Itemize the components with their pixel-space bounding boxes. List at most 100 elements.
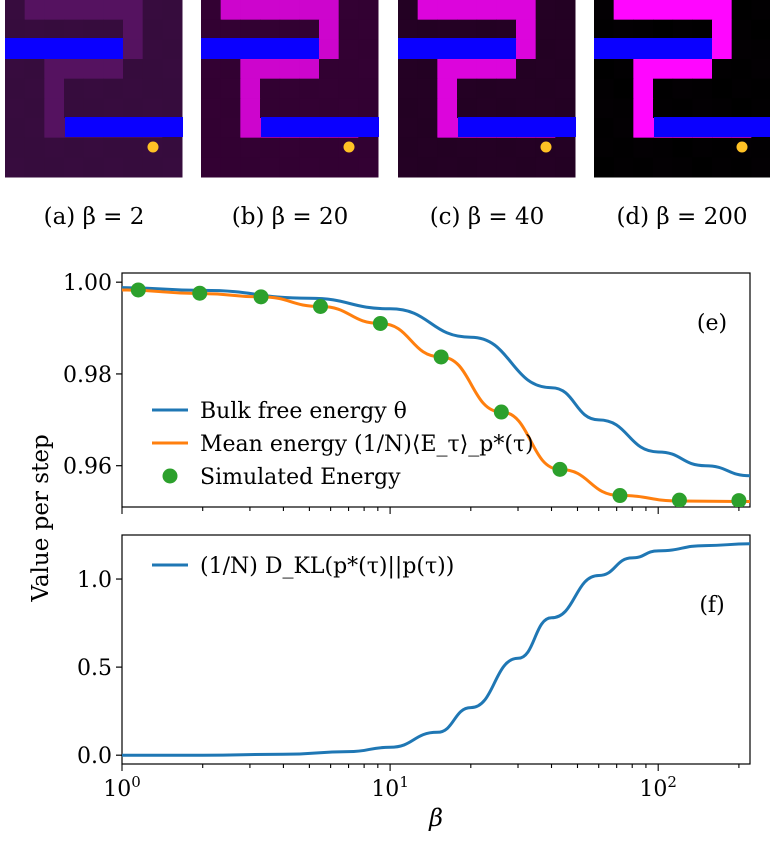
heatmap-cell [142, 19, 163, 40]
heatmap-cell [613, 78, 634, 99]
heatmap-cell [555, 98, 576, 119]
heatmap-cell [731, 157, 752, 178]
heatmap-cell [516, 157, 537, 178]
heatmap-cell [457, 157, 478, 178]
heatmap-cell [476, 157, 497, 178]
heatmap-cell [240, 19, 261, 40]
heatmap-cell [279, 59, 300, 80]
heatmap-cell [476, 137, 497, 158]
data-point [253, 289, 269, 305]
y-tick-label: 0.98 [63, 363, 112, 388]
heatmap-cell [201, 78, 222, 99]
heatmap-cell [162, 78, 183, 99]
heatmap-cell [457, 78, 478, 99]
heatmap-cell [594, 157, 615, 178]
heatmap-cell [437, 0, 458, 21]
data-point [130, 282, 146, 298]
heatmap-cell [633, 0, 654, 21]
panel-e-plot [122, 282, 750, 507]
heatmap-cell [44, 19, 65, 40]
y-tick-label: 1.0 [77, 568, 112, 593]
heatmap-cell [751, 78, 770, 99]
y-tick-label: 0.96 [63, 455, 112, 480]
heatmap-cell [751, 59, 770, 80]
heatmap-cell [672, 0, 693, 21]
wall-bar [594, 38, 712, 59]
heatmap-cell [358, 78, 379, 99]
y-tick-label: 0.0 [77, 744, 112, 769]
heatmap-cell [260, 157, 281, 178]
data-point [372, 315, 388, 331]
heatmap-cell [437, 157, 458, 178]
heatmap-cell [555, 0, 576, 21]
data-point [493, 404, 509, 420]
heatmap-cell [535, 78, 556, 99]
heatmap-cell [398, 98, 419, 119]
heatmap-cell [633, 157, 654, 178]
heatmap-cell [417, 118, 438, 139]
heatmap-cell [220, 59, 241, 80]
heatmap-cell [24, 137, 45, 158]
heatmap-cell [496, 0, 517, 21]
heatmap-cell [496, 19, 517, 40]
heatmap-cell [751, 0, 770, 21]
heatmap-cell [64, 98, 85, 119]
heatmap-cell [240, 0, 261, 21]
heatmap-cell [496, 98, 517, 119]
heatmap-cell [299, 98, 320, 119]
heatmap-cell [653, 157, 674, 178]
heatmap-cell [319, 157, 340, 178]
heatmap-cell [83, 137, 104, 158]
heatmap-cell [299, 0, 320, 21]
heatmap-cell [83, 19, 104, 40]
heatmap-caption-c: (c) β = 40 [430, 204, 545, 230]
wall-bar [201, 38, 319, 59]
heatmap-cell [535, 59, 556, 80]
heatmap-cell [319, 78, 340, 99]
heatmap-cell [299, 137, 320, 158]
heatmap-cell [437, 78, 458, 99]
series-line [122, 542, 750, 757]
heatmap-cell [319, 59, 340, 80]
heatmap-cell [457, 19, 478, 40]
heatmap-cell [555, 39, 576, 60]
heatmap-cell [437, 98, 458, 119]
heatmap-cell [220, 78, 241, 99]
heatmap-cell [64, 78, 85, 99]
wall-bar [261, 117, 379, 137]
heatmap-cell [220, 137, 241, 158]
heatmap-cell [594, 78, 615, 99]
heatmap-cell [476, 59, 497, 80]
heatmap-cell [535, 39, 556, 60]
heatmap-cell [731, 0, 752, 21]
heatmap-cell [535, 0, 556, 21]
heatmap-cell [653, 0, 674, 21]
heatmap-cell [535, 157, 556, 178]
heatmap-cell [516, 137, 537, 158]
heatmap-cell [44, 0, 65, 21]
heatmap-caption-b: (b) β = 20 [232, 204, 348, 230]
heatmap-cell [516, 19, 537, 40]
series-line [122, 286, 750, 478]
heatmap-cell [240, 157, 261, 178]
heatmap-cell [24, 157, 45, 178]
heatmap-cell [201, 19, 222, 40]
heatmap-cell [594, 19, 615, 40]
heatmap-cell [64, 0, 85, 21]
heatmap-cell [437, 59, 458, 80]
heatmap-cell [496, 137, 517, 158]
heatmap-cell [5, 98, 26, 119]
heatmap-cell [398, 59, 419, 80]
heatmap-cell [613, 19, 634, 40]
heatmap-cell [692, 0, 713, 21]
heatmap-cell [672, 19, 693, 40]
heatmap-cell [319, 39, 340, 60]
heatmap-cell [496, 157, 517, 178]
data-point [312, 298, 328, 314]
heatmap-cell [358, 157, 379, 178]
heatmap-cell [535, 19, 556, 40]
heatmap-cell [240, 59, 261, 80]
heatmap-cell [201, 118, 222, 139]
wall-bar [65, 117, 183, 137]
